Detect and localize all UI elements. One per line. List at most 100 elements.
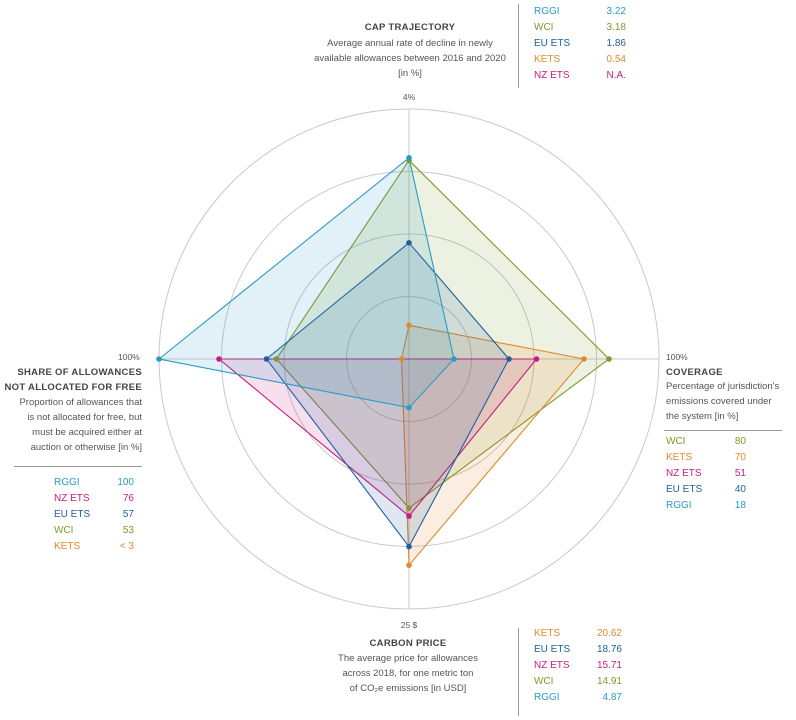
legend-value: 70 <box>734 452 746 463</box>
legend-system-name: NZ ETS <box>534 70 570 81</box>
axis-title-auction: SHARE OF ALLOWANCES NOT ALLOCATED FOR FR… <box>4 367 142 393</box>
axis-title-price: CARBON PRICE <box>369 638 447 649</box>
legend-row: WCI 80 <box>666 434 750 450</box>
legend-row: KETS < 3 <box>54 539 142 555</box>
legend-row: NZ ETS N.A. <box>534 68 626 84</box>
legend-value: 3.18 <box>606 22 626 33</box>
tick-label-coverage: 100% <box>666 352 688 362</box>
legend-price: KETS 20.62 EU ETS 18.76 NZ ETS 15.71 WCI 14.91 R… <box>534 626 628 706</box>
legend-value: < 3 <box>119 541 134 552</box>
legend-divider-coverage <box>664 430 782 431</box>
legend-value: 15.71 <box>596 660 622 671</box>
legend-system-name: EU ETS <box>666 484 703 495</box>
legend-system-name: RGGI <box>534 692 560 703</box>
legend-system-name: EU ETS <box>534 644 571 655</box>
legend-row: KETS 0.54 <box>534 52 626 68</box>
legend-value: 18 <box>734 500 746 511</box>
legend-row: EU ETS 18.76 <box>534 642 628 658</box>
legend-value: 20.62 <box>596 628 622 639</box>
axis-desc-price-line: The average price for allowances <box>338 653 478 664</box>
axis-desc-auction-line: is not allocated for free, but <box>27 412 142 423</box>
data-point-rggi-coverage <box>451 356 457 362</box>
legend-value: 80 <box>734 436 746 447</box>
legend-row: KETS 70 <box>666 450 750 466</box>
axis-desc-price: The average price for allowances across … <box>298 651 518 696</box>
legend-auction: RGGI 100 NZ ETS 76 EU ETS 57 WCI 53 KETS < 3 <box>54 475 142 555</box>
legend-value: 1.86 <box>606 38 626 49</box>
legend-row: RGGI 18 <box>666 498 750 514</box>
data-point-wci-coverage <box>606 356 612 362</box>
axis-desc-coverage-line: emissions covered under <box>666 396 772 407</box>
axis-desc-cap-line: available allowances between 2016 and 20… <box>314 53 506 64</box>
data-point-kets-coverage <box>581 356 587 362</box>
series-area-rggi <box>157 156 455 409</box>
legend-system-name: EU ETS <box>54 509 91 520</box>
data-point-kets-auction <box>398 356 405 362</box>
legend-value: 3.22 <box>606 6 626 17</box>
legend-system-name: WCI <box>666 436 686 447</box>
legend-cap: RGGI 3.22 WCI 3.18 EU ETS 1.86 KETS 0.54 NZ ETS N… <box>534 4 626 84</box>
legend-row: RGGI 4.87 <box>534 690 628 706</box>
data-point-rggi-cap <box>406 155 412 161</box>
legend-row: WCI 14.91 <box>534 674 628 690</box>
legend-system-name: RGGI <box>666 500 692 511</box>
axis-desc-cap-line: Average annual rate of decline in newly <box>327 38 493 49</box>
legend-row: RGGI 3.22 <box>534 4 626 20</box>
legend-value: 53 <box>122 525 134 536</box>
legend-divider-price <box>518 628 519 716</box>
axis-desc-cap: Average annual rate of decline in newly … <box>290 36 530 81</box>
data-point-eu-ets-cap <box>406 240 412 246</box>
axis-desc-price-line: across 2018, for one metric ton <box>342 668 474 679</box>
tick-label-price: 25 $ <box>400 620 418 630</box>
legend-row: RGGI 100 <box>54 475 142 491</box>
legend-system-name: RGGI <box>534 6 560 17</box>
axis-desc-auction-line: must be acquired either at <box>32 427 142 438</box>
legend-system-name: WCI <box>534 676 554 687</box>
axis-desc-auction-line: Proportion of allowances that <box>19 397 142 408</box>
data-point-eu-ets-price <box>406 543 412 550</box>
legend-value: 57 <box>122 509 134 520</box>
legend-system-name: NZ ETS <box>534 660 570 671</box>
legend-row: KETS 20.62 <box>534 626 628 642</box>
data-point-wci-price <box>406 505 412 511</box>
axis-title-coverage: COVERAGE <box>666 367 723 378</box>
legend-divider-auction <box>14 466 142 467</box>
legend-system-name: KETS <box>666 452 693 463</box>
tick-label-auction: 100% <box>118 352 140 362</box>
axis-title-cap: CAP TRAJECTORY <box>364 22 456 33</box>
data-point-eu-ets-coverage <box>506 356 512 362</box>
legend-value: 51 <box>734 468 746 479</box>
data-point-nz-ets-price <box>406 513 412 519</box>
legend-row: EU ETS 40 <box>666 482 750 498</box>
data-point-eu-ets-auction <box>263 356 270 362</box>
legend-system-name: WCI <box>54 525 74 536</box>
legend-value: 0.54 <box>606 54 626 65</box>
legend-value: 100 <box>117 477 134 488</box>
legend-coverage: WCI 80 KETS 70 NZ ETS 51 EU ETS 40 RGGI 18 <box>666 434 750 514</box>
legend-value: 4.87 <box>602 692 622 703</box>
legend-system-name: NZ ETS <box>666 468 702 479</box>
legend-row: NZ ETS 15.71 <box>534 658 628 674</box>
axis-desc-coverage-line: the system [in %] <box>666 411 739 422</box>
legend-row: EU ETS 1.86 <box>534 36 626 52</box>
data-point-nz-ets-coverage <box>533 356 540 362</box>
axis-desc-auction-line: auction or otherwise [in %] <box>30 442 142 453</box>
legend-value: 76 <box>122 493 134 504</box>
tick-label-cap: 4% <box>402 92 416 102</box>
legend-value: N.A. <box>606 70 626 81</box>
legend-row: NZ ETS 51 <box>666 466 750 482</box>
legend-system-name: NZ ETS <box>54 493 90 504</box>
legend-row: WCI 3.18 <box>534 20 626 36</box>
data-point-kets-price <box>406 562 412 568</box>
data-point-nz-ets-auction <box>216 356 222 362</box>
legend-row: WCI 53 <box>54 523 142 539</box>
legend-system-name: RGGI <box>54 477 80 488</box>
data-point-rggi-price <box>406 404 412 411</box>
legend-value: 14.91 <box>596 676 622 687</box>
axis-desc-price-line: of CO₂e emissions [in USD] <box>349 683 467 694</box>
data-point-wci-auction <box>273 356 280 362</box>
legend-system-name: WCI <box>534 22 554 33</box>
legend-system-name: EU ETS <box>534 38 571 49</box>
